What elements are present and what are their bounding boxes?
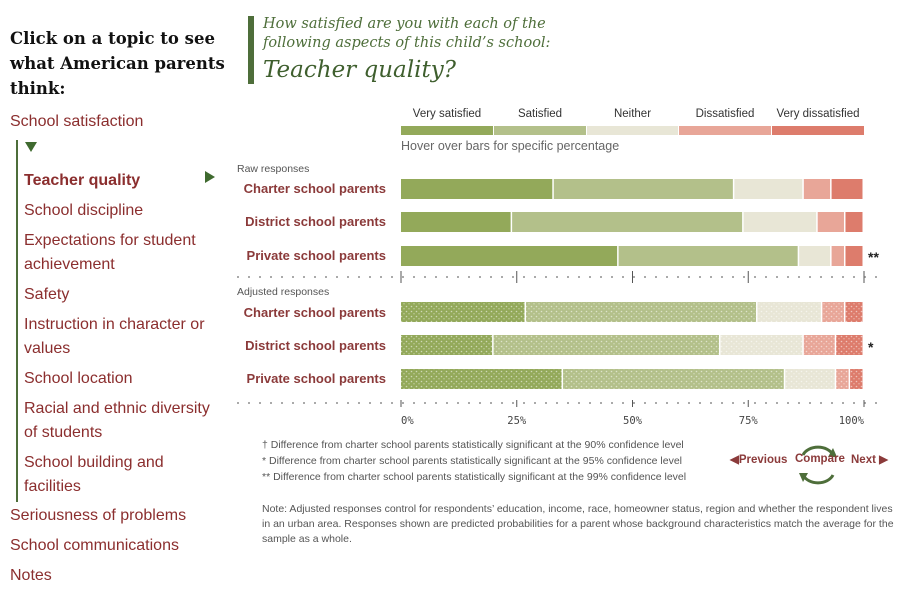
row-label: Charter school parents	[243, 181, 386, 196]
bar-texture	[822, 302, 844, 322]
sidebar-item-seriousness-of-problems[interactable]: Seriousness of problems	[10, 507, 187, 524]
row-label: Charter school parents	[243, 305, 386, 320]
legend-item-neither: Neither	[587, 108, 678, 138]
x-tick-label: 100%	[839, 415, 865, 427]
expanded-arrow-icon	[25, 142, 37, 152]
previous-button[interactable]: ◀Previous	[730, 454, 788, 466]
bar-segment-dissatisfied[interactable]: 3%	[831, 246, 844, 266]
x-tick-label: 50%	[623, 415, 643, 427]
bar-texture	[757, 302, 821, 322]
bar-segment-neither[interactable]: 15%	[734, 179, 803, 199]
bar-texture	[836, 369, 849, 389]
bar-texture	[401, 302, 525, 322]
bar-texture	[401, 369, 562, 389]
legend-swatch	[679, 126, 771, 135]
legend-label: Satisfied	[517, 108, 563, 120]
methodology-note: Note: Adjusted responses control for res…	[262, 503, 894, 545]
legend-label: Very satisfied	[412, 108, 482, 120]
significance-marker: **	[868, 249, 879, 265]
compare-label: Compare	[795, 453, 845, 465]
sidebar-item-school-discipline[interactable]: School discipline	[24, 202, 144, 219]
legend-item-very-satisfied: Very satisfied	[401, 108, 493, 138]
x-tick-label: 0%	[401, 415, 414, 427]
sidebar-group-rule	[16, 140, 18, 502]
sidebar-item-expectations[interactable]: Expectations for student achievement	[24, 232, 196, 273]
footnote-99: ** Difference from charter school parent…	[262, 471, 687, 483]
bar-segment-satisfied[interactable]: 39%	[618, 246, 798, 266]
bar-texture	[785, 369, 835, 389]
footnote-90: † Difference from charter school parents…	[262, 439, 684, 451]
bar-segment-dissatisfied[interactable]: 6%	[803, 179, 831, 199]
bar-segment-very-satisfied[interactable]: 24%	[401, 212, 511, 232]
legend-swatch	[772, 126, 864, 135]
footnotes: † Difference from charter school parents…	[262, 437, 686, 485]
compare-cycle-icon	[799, 445, 837, 485]
legend-item-satisfied: Satisfied	[494, 108, 586, 138]
sidebar-item-school-satisfaction[interactable]: School satisfaction	[10, 113, 144, 130]
sidebar-heading: Click on a topic to see what American pa…	[10, 29, 225, 98]
bar-texture	[526, 302, 757, 322]
bar-segment-satisfied[interactable]: 39%	[553, 179, 733, 199]
compare-button[interactable]: Compare	[795, 443, 845, 485]
sidebar-item-safety[interactable]: Safety	[24, 286, 70, 303]
topic-sidebar: Click on a topic to see what American pa…	[10, 26, 225, 101]
row-label: District school parents	[245, 214, 386, 229]
bar-texture	[836, 335, 863, 355]
legend-label: Very dissatisfied	[776, 108, 860, 120]
question-prefix: How satisfied are you with each of the f…	[263, 16, 551, 51]
footnote-95: * Difference from charter school parents…	[262, 455, 683, 467]
bar-texture	[850, 369, 863, 389]
row-label: Private school parents	[246, 248, 386, 263]
x-tick-label: 75%	[739, 415, 759, 427]
legend-swatch	[587, 126, 678, 135]
bar-texture	[493, 335, 719, 355]
sidebar-item-character-values[interactable]: Instruction in character or values	[24, 316, 205, 357]
current-topic-arrow-icon	[205, 171, 215, 183]
x-tick-label: 25%	[507, 415, 527, 427]
legend-swatch	[401, 126, 493, 135]
bar-segment-very-dissatisfied[interactable]: 7%	[831, 179, 863, 199]
bar-texture	[401, 335, 493, 355]
significance-marker: *	[868, 339, 874, 355]
section-label-adjusted: Adjusted responses	[237, 286, 330, 298]
legend-swatch	[494, 126, 586, 135]
question-accent-bar	[248, 16, 254, 84]
row-label: District school parents	[245, 338, 386, 353]
bar-texture	[803, 335, 835, 355]
legend-label: Dissatisfied	[695, 108, 755, 120]
sidebar-item-teacher-quality[interactable]: Teacher quality	[24, 172, 141, 189]
bar-segment-neither[interactable]: 7%	[799, 246, 831, 266]
hover-hint: Hover over bars for specific percentage	[401, 139, 620, 153]
bar-texture	[720, 335, 803, 355]
bar-segment-dissatisfied[interactable]: 6%	[817, 212, 844, 232]
legend-label: Neither	[613, 108, 652, 120]
question-topic: Teacher quality?	[263, 57, 457, 83]
bar-texture	[563, 369, 784, 389]
chart-legend: Very satisfied Satisfied Neither Dissati…	[401, 108, 864, 138]
bar-segment-neither[interactable]: 16%	[743, 212, 817, 232]
row-label: Private school parents	[246, 371, 386, 386]
bar-segment-very-dissatisfied[interactable]: 4%	[845, 246, 863, 266]
sidebar-item-building-facilities[interactable]: School building and facilities	[24, 454, 164, 495]
sidebar-item-school-location[interactable]: School location	[24, 370, 133, 387]
sidebar-item-school-communications[interactable]: School communications	[10, 537, 179, 554]
bar-segment-very-satisfied[interactable]: 47%	[401, 246, 618, 266]
sidebar-item-notes[interactable]: Notes	[10, 567, 52, 584]
legend-item-very-dissatisfied: Very dissatisfied	[772, 108, 864, 138]
section-label-raw: Raw responses	[237, 163, 310, 175]
legend-item-dissatisfied: Dissatisfied	[679, 108, 771, 138]
bar-segment-very-dissatisfied[interactable]: 4%	[845, 212, 863, 232]
bar-texture	[845, 302, 863, 322]
next-button[interactable]: Next ▶	[851, 454, 888, 466]
bar-segment-satisfied[interactable]: 50%	[512, 212, 743, 232]
sidebar-item-diversity[interactable]: Racial and ethnic diversity of students	[24, 400, 210, 441]
bar-segment-very-satisfied[interactable]: 33%	[401, 179, 553, 199]
